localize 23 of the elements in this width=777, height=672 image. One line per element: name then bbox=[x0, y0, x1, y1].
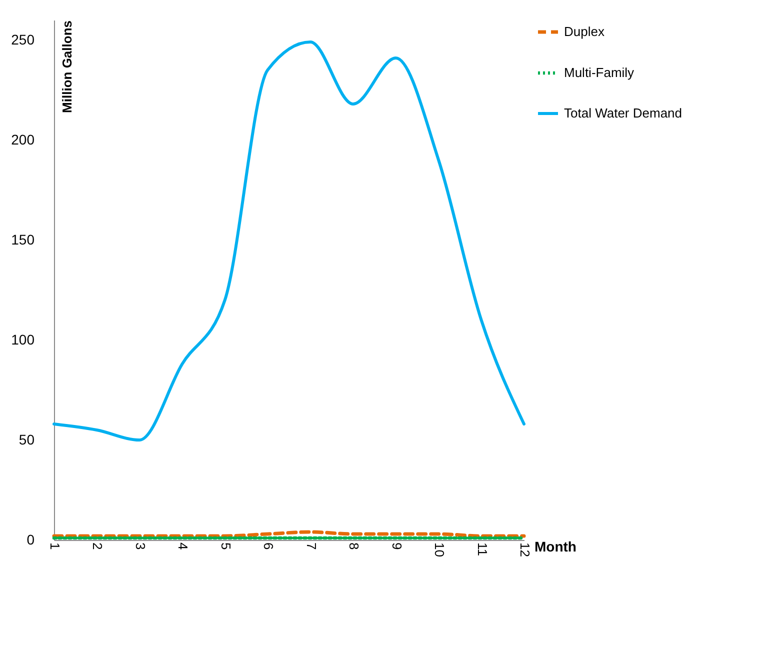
x-tick-label: 1 bbox=[48, 542, 62, 550]
y-tick-label: 150 bbox=[11, 232, 35, 248]
x-tick-label: 9 bbox=[389, 542, 404, 550]
x-tick-label: 7 bbox=[304, 542, 319, 550]
legend-label: Duplex bbox=[564, 24, 605, 39]
x-tick-label: 4 bbox=[176, 542, 191, 550]
y-tick-label: 100 bbox=[11, 332, 35, 348]
y-tick-label: 50 bbox=[18, 432, 35, 448]
y-axis-title: Million Gallons bbox=[60, 20, 74, 113]
y-tick-label: 250 bbox=[11, 32, 35, 48]
x-tick-label: 12 bbox=[518, 542, 532, 557]
legend-label: Multi-Family bbox=[564, 65, 635, 80]
legend-label: Total Water Demand bbox=[564, 106, 682, 120]
x-axis-title: Month bbox=[534, 538, 576, 554]
x-tick-label: 10 bbox=[432, 542, 448, 557]
y-tick-label: 200 bbox=[11, 132, 35, 148]
y-tick-label: 0 bbox=[26, 532, 35, 548]
x-tick-label: 3 bbox=[132, 542, 148, 550]
x-tick-label: 11 bbox=[474, 542, 490, 556]
x-tick-label: 6 bbox=[261, 542, 276, 550]
x-tick-label: 5 bbox=[218, 542, 234, 550]
x-tick-label: 2 bbox=[90, 542, 106, 550]
x-tick-label: 8 bbox=[346, 542, 362, 550]
